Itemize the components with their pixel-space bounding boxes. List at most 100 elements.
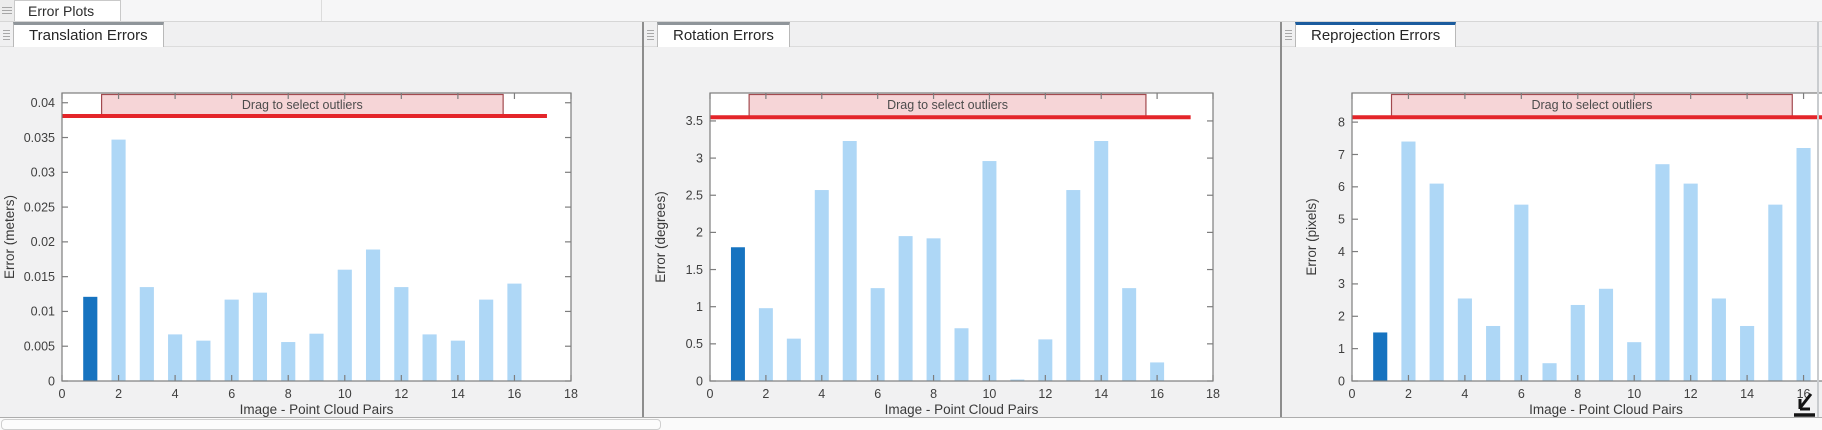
bar-7[interactable] — [1542, 363, 1557, 381]
bar-15[interactable] — [1122, 288, 1137, 381]
bar-11[interactable] — [1655, 164, 1670, 381]
bar-7[interactable] — [252, 292, 268, 381]
x-axis-label: Image - Point Cloud Pairs — [240, 402, 394, 417]
y-tick-label: 0.035 — [24, 131, 55, 145]
bar-4[interactable] — [1457, 298, 1472, 381]
drag-handle-icon[interactable] — [0, 0, 14, 21]
x-tick-label: 10 — [338, 387, 352, 401]
bar-6[interactable] — [1514, 204, 1529, 381]
y-tick-label: 0 — [1338, 374, 1345, 388]
bar-14[interactable] — [1740, 325, 1755, 381]
bar-12[interactable] — [1683, 183, 1698, 381]
bar-1[interactable] — [730, 247, 745, 381]
bar-6[interactable] — [224, 299, 239, 381]
bar-1[interactable] — [83, 296, 98, 381]
bar-15[interactable] — [479, 299, 494, 381]
y-tick-label: 6 — [1338, 180, 1345, 194]
x-tick-label: 4 — [1461, 387, 1468, 401]
x-tick-label: 0 — [707, 387, 714, 401]
x-tick-label: 12 — [1684, 387, 1698, 401]
bar-15[interactable] — [1768, 204, 1783, 381]
bar-13[interactable] — [1066, 190, 1081, 381]
bar-14[interactable] — [450, 340, 465, 381]
x-tick-label: 10 — [1627, 387, 1641, 401]
tab-reprojection-errors[interactable]: Reprojection Errors — [1295, 22, 1457, 47]
x-tick-label: 8 — [285, 387, 292, 401]
bar-11[interactable] — [1010, 379, 1025, 381]
bar-1[interactable] — [1373, 332, 1388, 381]
bar-12[interactable] — [1038, 339, 1053, 381]
horizontal-scrollbar[interactable] — [0, 417, 1822, 430]
export-arrow-icon[interactable] — [1786, 390, 1822, 426]
figure-tab-strip: Translation Errors — [0, 22, 642, 47]
x-tick-label: 2 — [115, 387, 122, 401]
bar-16[interactable] — [507, 283, 522, 381]
bar-3[interactable] — [139, 287, 154, 381]
panel-splitter[interactable] — [642, 22, 644, 417]
tab-rotation-errors[interactable]: Rotation Errors — [657, 22, 790, 47]
y-tick-label: 0.02 — [31, 235, 55, 249]
bar-16[interactable] — [1796, 148, 1811, 381]
bar-6[interactable] — [870, 288, 885, 381]
x-tick-label: 12 — [394, 387, 408, 401]
bar-4[interactable] — [814, 190, 829, 381]
x-tick-label: 2 — [762, 387, 769, 401]
bar-2[interactable] — [758, 308, 773, 381]
bar-11[interactable] — [365, 249, 381, 381]
panel-splitter[interactable] — [1280, 22, 1282, 417]
bar-10[interactable] — [1627, 342, 1642, 381]
bar-9[interactable] — [954, 328, 969, 381]
drag-handle-icon[interactable] — [1282, 22, 1295, 46]
bar-12[interactable] — [394, 287, 409, 381]
bar-8[interactable] — [281, 342, 296, 381]
x-tick-label: 6 — [1518, 387, 1525, 401]
tab-translation-errors[interactable]: Translation Errors — [13, 22, 164, 47]
figure-tab-label: Rotation Errors — [673, 27, 774, 44]
x-tick-label: 14 — [1094, 387, 1108, 401]
scrollbar-thumb[interactable] — [1, 419, 661, 430]
figure-rotation-errors: Drag to select outliers 0 2 4 6 8 10 12 14 16 18 0 0… — [644, 47, 1280, 417]
band-label: Drag to select outliers — [1531, 98, 1652, 112]
bar-3[interactable] — [1429, 183, 1444, 381]
bar-14[interactable] — [1094, 141, 1109, 381]
bar-10[interactable] — [982, 161, 997, 381]
x-tick-label: 14 — [451, 387, 465, 401]
x-tick-label: 0 — [59, 387, 66, 401]
bar-4[interactable] — [168, 334, 183, 381]
x-tick-label: 2 — [1405, 387, 1412, 401]
y-axis-label: Error (degrees) — [653, 191, 668, 283]
bar-9[interactable] — [1598, 288, 1614, 381]
bar-9[interactable] — [309, 333, 324, 381]
bar-2[interactable] — [111, 139, 126, 381]
bar-13[interactable] — [1711, 298, 1726, 381]
x-tick-label: 4 — [818, 387, 825, 401]
y-tick-label: 0.04 — [31, 96, 55, 110]
tab-error-plots[interactable]: Error Plots — [14, 0, 122, 21]
y-tick-label: 7 — [1338, 148, 1345, 162]
bar-5[interactable] — [842, 141, 857, 381]
bar-3[interactable] — [786, 338, 801, 381]
bar-5[interactable] — [196, 340, 211, 381]
bar-7[interactable] — [898, 236, 913, 381]
figure-tab-strip: Reprojection Errors — [1282, 22, 1822, 47]
axes-box — [709, 92, 1214, 382]
bar-13[interactable] — [422, 334, 437, 381]
arrow-head — [1798, 399, 1810, 411]
drag-handle-icon[interactable] — [0, 22, 13, 46]
bar-16[interactable] — [1150, 362, 1165, 381]
bar-10[interactable] — [337, 269, 352, 381]
y-tick-label: 0.015 — [24, 270, 55, 284]
drag-handle-icon[interactable] — [644, 22, 657, 46]
y-tick-label: 0 — [696, 374, 703, 388]
bar-8[interactable] — [1570, 304, 1585, 381]
bar-chart: Drag to select outliers02468101214161801… — [1304, 92, 1822, 417]
bar-8[interactable] — [926, 238, 941, 381]
bar-5[interactable] — [1486, 325, 1501, 381]
doc-tab-label: Error Plots — [28, 3, 95, 19]
figure-tab-label: Reprojection Errors — [1311, 27, 1441, 44]
bar-2[interactable] — [1401, 141, 1416, 381]
x-tick-label: 4 — [172, 387, 179, 401]
